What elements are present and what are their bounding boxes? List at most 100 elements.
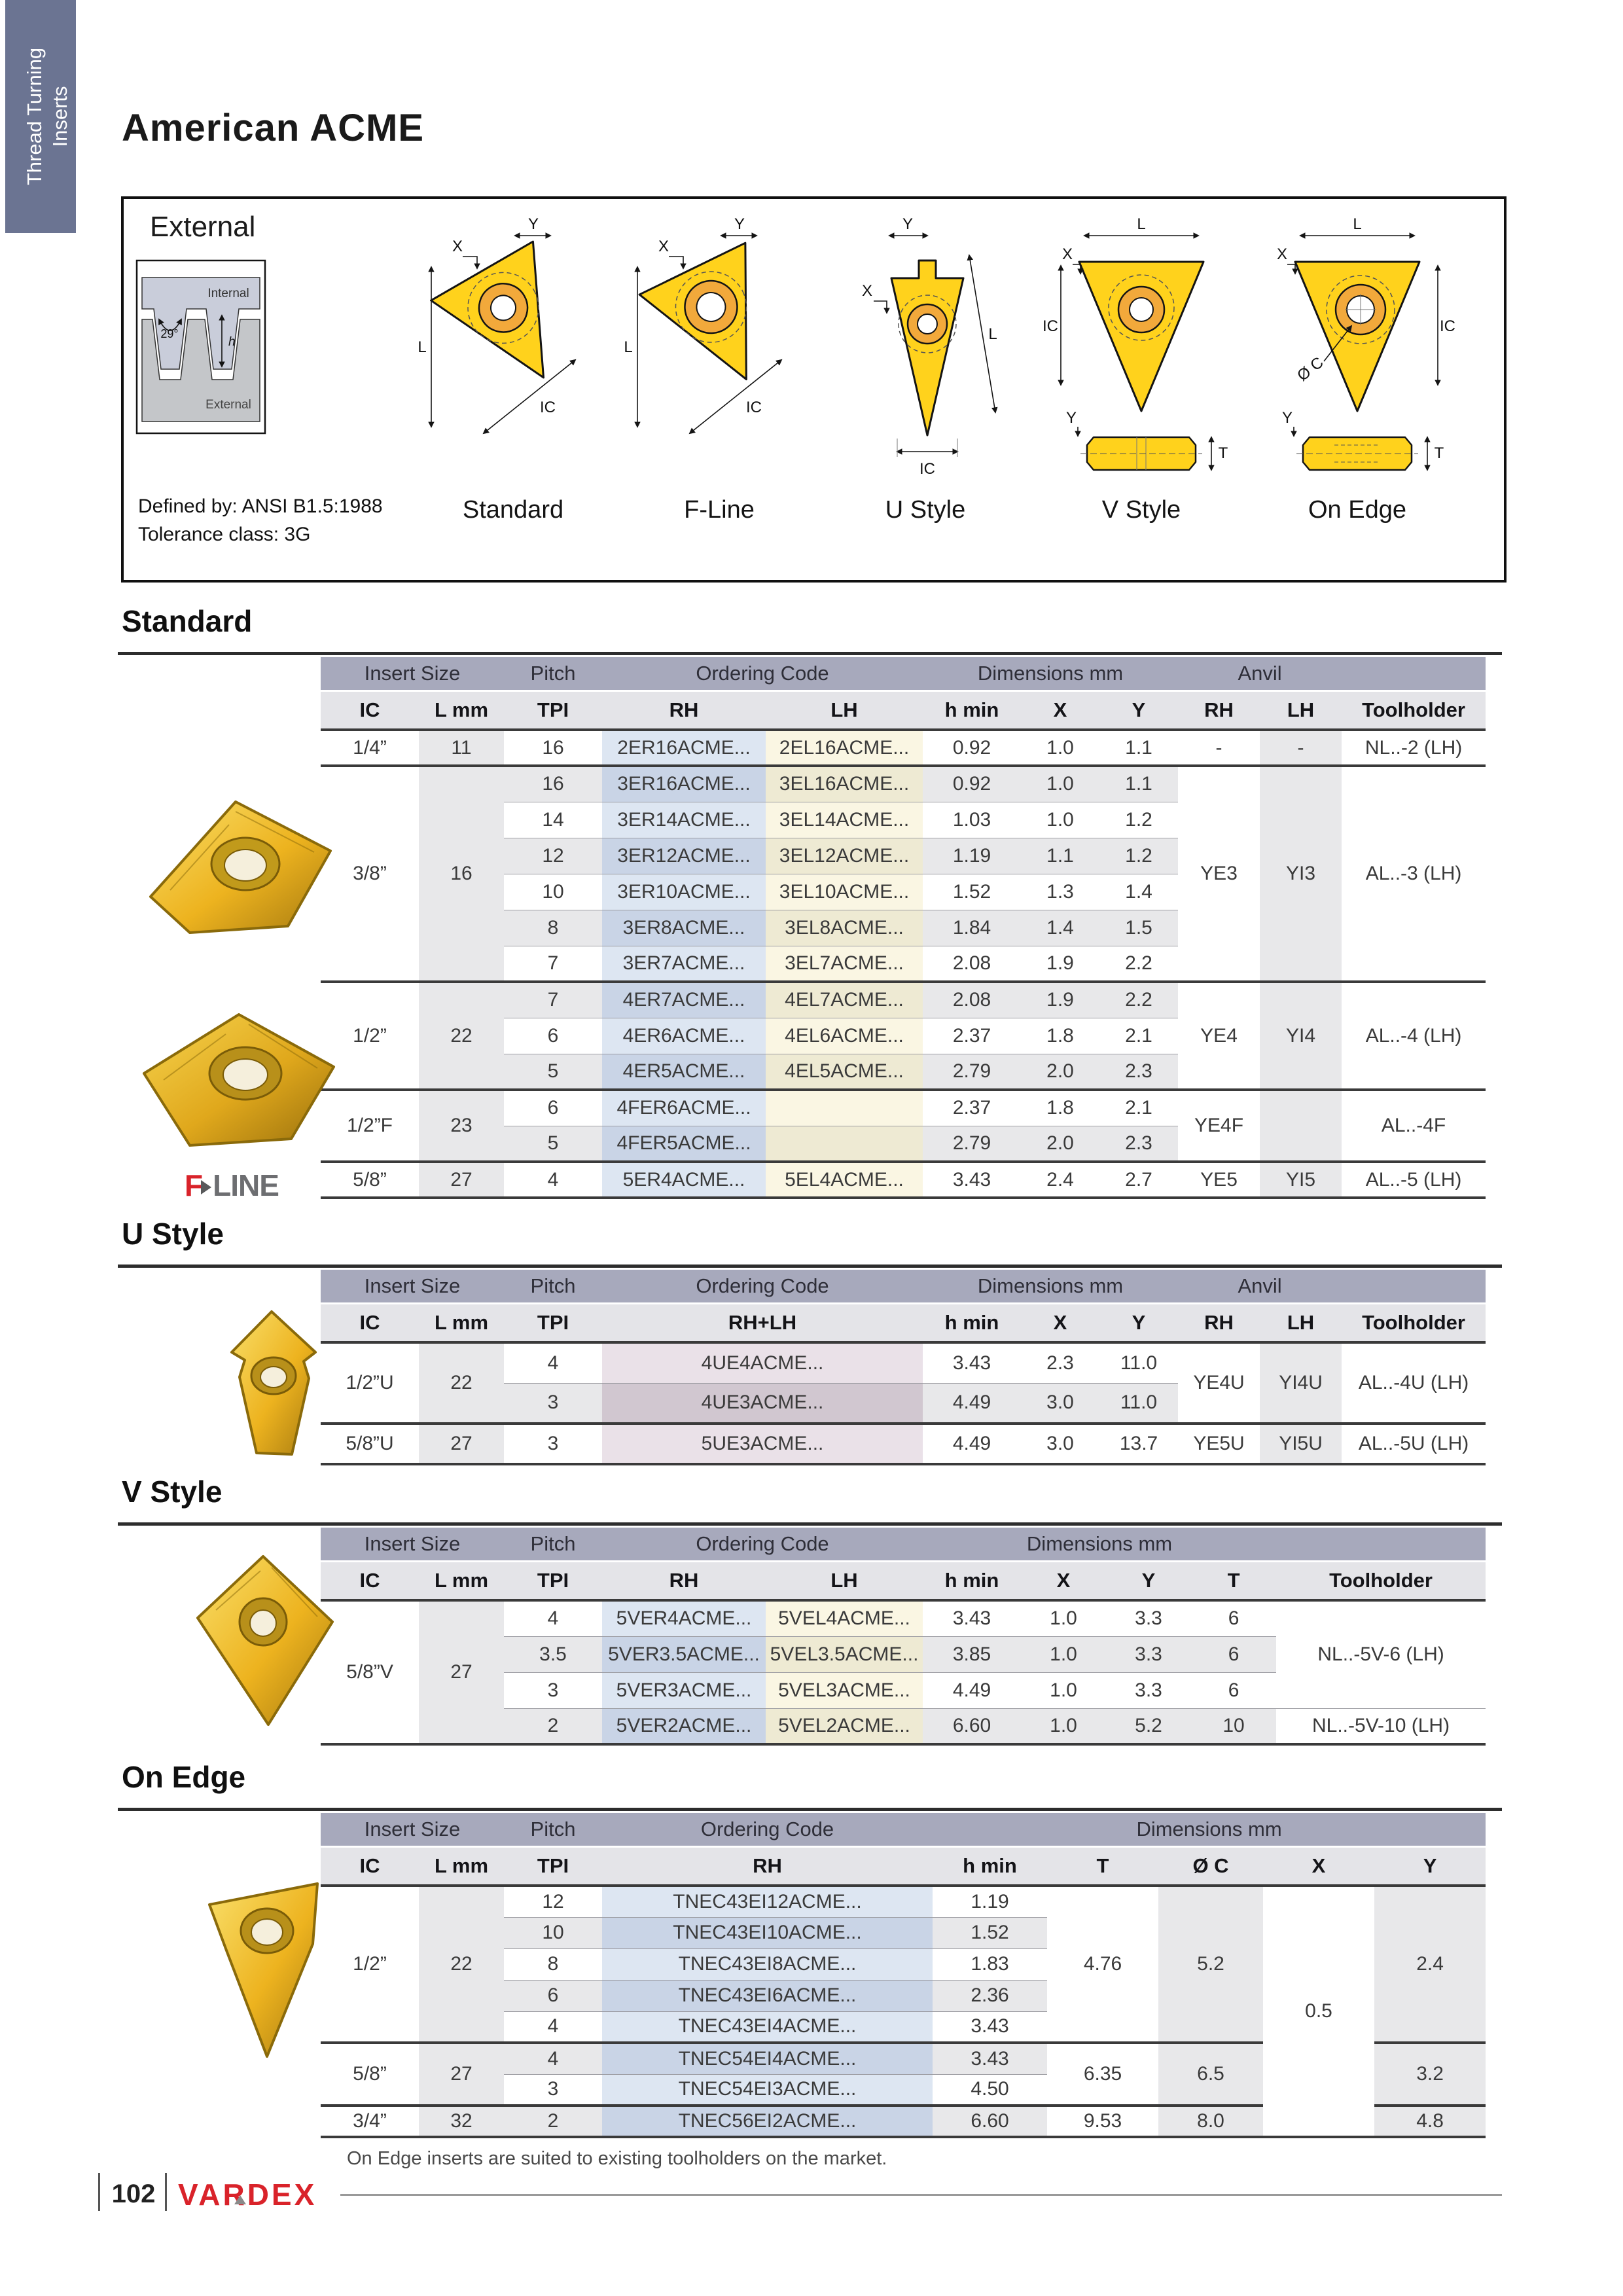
table-cell: TNEC56EI2ACME... — [602, 2104, 933, 2137]
table-cell: 3ER10ACME... — [602, 873, 766, 910]
column-header: X — [1021, 1303, 1100, 1344]
table-cell: 2EL16ACME... — [766, 730, 923, 766]
table-cell: 3 — [504, 1422, 603, 1464]
table-cell: NL..-2 (LH) — [1342, 730, 1486, 766]
column-header: LH — [766, 691, 923, 731]
table-cell: AL..-5U (LH) — [1342, 1422, 1486, 1464]
table-cell: 4ER6ACME... — [602, 1017, 766, 1054]
table-cell: 4FER5ACME... — [602, 1125, 766, 1162]
table-cell: NL..-5V-6 (LH) — [1276, 1600, 1486, 1708]
column-header: Toolholder — [1276, 1561, 1486, 1602]
table-cell: 5/8”V — [321, 1600, 419, 1744]
table-cell: 2.08 — [923, 980, 1022, 1018]
table-cell: NL..-5V-10 (LH) — [1276, 1708, 1486, 1744]
l-dim-label: L — [1353, 216, 1361, 233]
table-cell — [1260, 1088, 1342, 1162]
x-dim-label: X — [452, 238, 463, 255]
table-cell: 3ER8ACME... — [602, 909, 766, 946]
y-dim-label: Y — [902, 216, 913, 233]
table-cell: YE4U — [1178, 1342, 1260, 1424]
table-cell: 2.2 — [1099, 980, 1179, 1018]
vstyle-insert-diagram: L X IC Y T — [1043, 216, 1228, 471]
table-cell: 1.0 — [1050, 1607, 1077, 1630]
table-cell: 5VEL2ACME... — [766, 1708, 923, 1744]
table-cell: 4.49 — [923, 1672, 1022, 1708]
table-cell: AL..-3 (LH) — [1342, 764, 1486, 982]
section-title-standard: Standard — [122, 604, 253, 638]
fline-diagram-slot: Y X L IC F-Line — [618, 216, 821, 524]
table-cell: 1/2”F — [321, 1088, 419, 1162]
table-cell: 2.37 — [923, 1088, 1022, 1126]
table-cell: 5/8” — [321, 1160, 419, 1198]
column-header: RH+LH — [602, 1303, 923, 1344]
table-cell: 16 — [542, 736, 564, 759]
table-cell: 2.4 — [1021, 1160, 1100, 1198]
table-cell: 3ER12ACME... — [602, 837, 766, 874]
ic-dim-label: IC — [919, 460, 935, 478]
column-header: h min — [923, 1303, 1022, 1344]
column-header: Y — [1374, 1846, 1486, 1887]
fline-logo: F LINE — [185, 1168, 279, 1203]
group-header: Pitch — [504, 1270, 603, 1304]
table-cell: 13.7 — [1099, 1422, 1179, 1464]
table-cell: 6.35 — [1047, 2041, 1159, 2106]
column-header: L mm — [419, 1303, 505, 1344]
table-cell: 6 — [504, 1017, 603, 1054]
table-cell: 1/2” — [321, 980, 419, 1090]
column-header: LH — [1260, 1303, 1342, 1344]
table-cell: 3/4” — [321, 2104, 419, 2137]
table-cell: 5 — [504, 1125, 603, 1162]
table-cell: 1.52 — [923, 873, 1022, 910]
style-label-standard: Standard — [462, 496, 564, 524]
table-cell: 1.2 — [1099, 801, 1179, 838]
table-cell: YE4F — [1178, 1088, 1260, 1162]
table-cell: 3EL8ACME... — [766, 909, 923, 946]
table-cell: 1.0 — [1046, 736, 1074, 759]
table-cell: AL..-4 (LH) — [1342, 980, 1486, 1090]
table-cell: TNEC43EI6ACME... — [602, 1979, 933, 2011]
section-rule — [118, 1808, 1502, 1811]
column-header: LH — [1260, 691, 1342, 731]
x-dim-label: X — [862, 282, 872, 300]
style-label-onedge: On Edge — [1308, 496, 1406, 524]
footer-rule — [340, 2194, 1502, 2196]
table-cell: 22 — [419, 1342, 505, 1424]
table-cell: 5UE3ACME... — [602, 1422, 923, 1464]
sidebar-tab: Thread Turning Inserts — [5, 0, 76, 233]
table-cell: 7 — [504, 980, 603, 1018]
table-cell: 3 — [504, 1382, 603, 1424]
table-cell: YE5U — [1178, 1422, 1260, 1464]
table-ustyle: Insert Size Pitch Ordering Code Dimensions … — [321, 1270, 1486, 1465]
table-cell: - — [1178, 730, 1260, 766]
group-header: Insert Size — [321, 1528, 505, 1562]
table-cell: YI5U — [1260, 1422, 1342, 1464]
group-header: Pitch — [504, 1528, 603, 1562]
table-cell: 1.9 — [1021, 945, 1100, 982]
table-cell: YI5 — [1260, 1160, 1342, 1198]
table-cell: 9.53 — [1047, 2104, 1159, 2137]
onedge-insert-photo — [208, 1882, 319, 2058]
table-cell: 4ER7ACME... — [602, 980, 766, 1018]
section-rule — [118, 1522, 1502, 1526]
group-header: Dimensions mm — [923, 1270, 1179, 1304]
table-cell: 3.43 — [923, 1160, 1022, 1198]
table-cell: 4.8 — [1374, 2104, 1486, 2137]
table-cell: 1/4” — [321, 730, 419, 766]
standard-table: Insert Size Pitch Ordering Code Dimensions … — [321, 657, 1486, 1199]
sidebar-tab-label: Thread Turning Inserts — [22, 0, 71, 233]
table-cell: 4 — [547, 1607, 559, 1630]
table-cell: 10 — [1191, 1708, 1277, 1744]
table-cell: 2 — [504, 1708, 603, 1744]
table-cell: 2.4 — [1374, 1886, 1486, 2043]
table-cell: 4 — [504, 2041, 603, 2074]
column-header: TPI — [504, 1846, 603, 1887]
column-header: L mm — [419, 691, 505, 731]
column-header: X — [1021, 691, 1100, 731]
external-diagram-box: External 29° Internal External h Defined… — [121, 196, 1507, 583]
table-cell: 6 — [504, 1088, 603, 1126]
table-cell: 4.50 — [933, 2073, 1048, 2106]
oc-dim-label: Ø C — [1294, 353, 1327, 385]
vardex-logo-text: VARDEX — [178, 2178, 317, 2212]
table-cell: 5 — [504, 1053, 603, 1090]
table-cell: 27 — [419, 1160, 505, 1198]
